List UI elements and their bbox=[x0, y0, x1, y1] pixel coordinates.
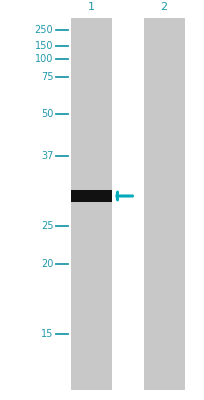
Text: 50: 50 bbox=[41, 109, 53, 119]
Bar bbox=[70, 190, 111, 202]
Text: 250: 250 bbox=[34, 25, 53, 35]
Bar bbox=[143, 18, 184, 390]
Bar bbox=[70, 18, 111, 390]
Text: 25: 25 bbox=[41, 221, 53, 231]
Text: 75: 75 bbox=[41, 72, 53, 82]
Text: 20: 20 bbox=[41, 259, 53, 269]
Text: 100: 100 bbox=[35, 54, 53, 64]
Text: 37: 37 bbox=[41, 151, 53, 161]
Text: 150: 150 bbox=[35, 41, 53, 51]
Text: 2: 2 bbox=[160, 2, 167, 12]
Text: 15: 15 bbox=[41, 329, 53, 339]
Text: 1: 1 bbox=[87, 2, 94, 12]
